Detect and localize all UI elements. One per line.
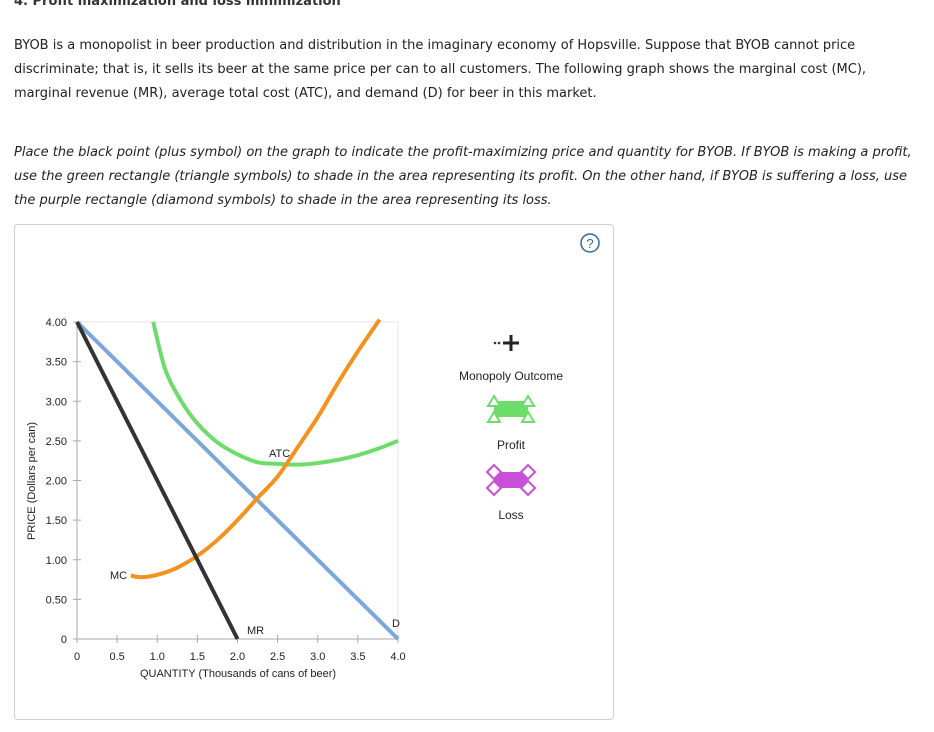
x-tick-label: 4.0 xyxy=(390,651,405,663)
plus-icon xyxy=(503,335,519,351)
loss-rectangle-tool[interactable]: Loss xyxy=(485,463,537,522)
x-tick-label: 3.0 xyxy=(310,651,325,663)
y-tick-label: 3.00 xyxy=(46,396,67,408)
mc-label: MC xyxy=(110,570,127,582)
profit-label: Profit xyxy=(497,438,526,452)
demand-curve xyxy=(75,320,400,641)
x-tick-label: 2.5 xyxy=(270,651,285,663)
profit-swatch xyxy=(494,401,528,417)
average-total-cost-curve xyxy=(151,321,399,467)
marginal-revenue-curve xyxy=(75,321,240,640)
graph-panel: ? 0 0.5 1.0 1.5 2.0 2.5 3.0 3.5 4.0 0 0.50 1.00 1.50… xyxy=(14,224,614,720)
mr-label: MR xyxy=(247,625,264,637)
curves xyxy=(75,318,400,641)
y-tick-label: 1.00 xyxy=(46,555,67,567)
axis-ticks: 0 0.5 1.0 1.5 2.0 2.5 3.0 3.5 4.000.501.001.502.… xyxy=(46,317,406,663)
y-tick-label: 4.00 xyxy=(46,317,67,329)
y-tick-label: 0.50 xyxy=(46,594,67,606)
y-tick-label: 2.50 xyxy=(46,436,67,448)
triangle-icon xyxy=(486,394,536,423)
x-tick-label: 0.5 xyxy=(109,651,124,663)
diamond-icon xyxy=(485,463,537,497)
question-title: 4. Profit maximization and loss minimiza… xyxy=(14,0,341,9)
loss-swatch xyxy=(494,472,528,488)
x-tick-label: 1.5 xyxy=(190,651,205,663)
x-axis-title: QUANTITY (Thousands of cans of beer) xyxy=(140,668,336,680)
monopoly-outcome-label: Monopoly Outcome xyxy=(459,369,563,383)
y-tick-label: 3.50 xyxy=(46,357,67,369)
x-tick-label: 0 xyxy=(74,651,80,663)
y-axis-title: PRICE (Dollars per can) xyxy=(26,422,38,540)
x-tick-label: 1.0 xyxy=(150,651,165,663)
atc-label: ATC xyxy=(269,448,290,460)
intro-text: BYOB is a monopolist in beer production … xyxy=(14,38,867,101)
graph-svg[interactable]: ? 0 0.5 1.0 1.5 2.0 2.5 3.0 3.5 4.000.501.001.50… xyxy=(15,225,613,719)
x-tick-label: 3.5 xyxy=(350,651,365,663)
help-circle xyxy=(580,233,600,253)
loss-label: Loss xyxy=(498,508,523,522)
x-tick-label: 2.0 xyxy=(230,651,245,663)
y-tick-label: 0 xyxy=(61,634,67,646)
marginal-cost-curve xyxy=(130,318,382,580)
y-tick-label: 2.00 xyxy=(46,476,67,488)
y-tick-label: 1.50 xyxy=(46,515,67,527)
d-label: D xyxy=(392,618,400,630)
instructions-text: Place the black point (plus symbol) on t… xyxy=(14,145,912,208)
help-button[interactable]: ? xyxy=(580,233,600,253)
help-icon: ? xyxy=(586,236,593,251)
profit-rectangle-tool[interactable]: Profit xyxy=(486,394,536,452)
monopoly-outcome-tool[interactable]: Monopoly Outcome xyxy=(459,335,563,383)
